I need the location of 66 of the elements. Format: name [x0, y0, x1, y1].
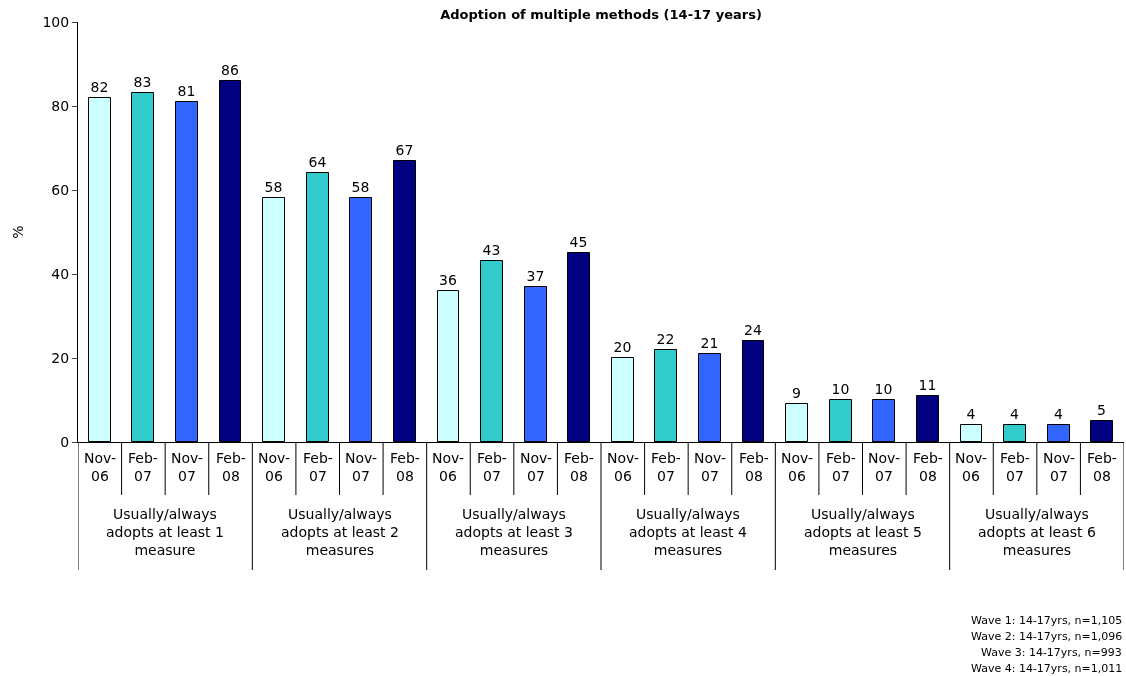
data-label: 67 [395, 141, 414, 158]
y-tick-label: 60 [51, 181, 70, 198]
x-tick-label: Feb-07 [303, 450, 333, 485]
x-tick-label: Feb-08 [739, 450, 769, 485]
x-tick-label: Nov-07 [694, 450, 726, 485]
x-tick-label: Nov-06 [84, 450, 116, 485]
data-label: 5 [1097, 401, 1106, 418]
data-label: 10 [831, 380, 850, 397]
x-tick-label: Nov-07 [1043, 450, 1075, 485]
data-label: 21 [700, 334, 719, 351]
data-label: 24 [744, 321, 762, 338]
x-tick-label: Feb-08 [564, 450, 594, 485]
data-label: 9 [792, 384, 801, 401]
data-label: 20 [613, 338, 632, 355]
data-label: 37 [526, 267, 545, 284]
data-label: 45 [569, 233, 588, 250]
chart-title: Adoption of multiple methods (14-17 years) [440, 6, 762, 22]
text: Wave 4: 14-17yrs, n=1,011 [971, 662, 1123, 675]
x-tick-label: Nov-07 [520, 450, 552, 485]
text: Wave 3: 14-17yrs, n=993 [981, 646, 1122, 659]
data-label: 4 [966, 405, 976, 422]
data-label: 10 [874, 380, 893, 397]
data-label: 82 [90, 78, 109, 95]
data-label: 58 [351, 178, 370, 195]
text: Usually/always adopts at least 6 measures [978, 506, 1096, 559]
data-label: 43 [482, 241, 501, 258]
text: Usually/always adopts at least 3 measures [455, 506, 573, 559]
data-label: 36 [439, 271, 457, 288]
text: Wave 2: 14-17yrs, n=1,096 [971, 630, 1123, 643]
x-tick-label: Feb-08 [390, 450, 420, 485]
data-label: 81 [177, 82, 196, 99]
x-tick-label: Nov-06 [781, 450, 813, 485]
data-label: 83 [133, 73, 152, 90]
x-tick-label: Nov-06 [607, 450, 639, 485]
x-tick-label: Feb-07 [128, 450, 158, 485]
text: Usually/always adopts at least 2 measures [281, 506, 399, 559]
x-tick-label: Feb-07 [651, 450, 681, 485]
x-tick-label: Feb-07 [1000, 450, 1030, 485]
x-tick-label: Nov-06 [432, 450, 464, 485]
data-label: 64 [308, 153, 327, 170]
x-tick-label: Feb-08 [216, 450, 246, 485]
y-tick-label: 80 [51, 97, 70, 114]
data-label: 86 [221, 61, 239, 78]
y-tick-label: 20 [51, 349, 70, 366]
data-label: 11 [918, 376, 937, 393]
y-tick-label: 100 [42, 13, 70, 30]
x-tick-label: Nov-06 [258, 450, 290, 485]
text: Wave 1: 14-17yrs, n=1,105 [971, 614, 1123, 627]
x-tick-label: Nov-07 [171, 450, 203, 485]
x-tick-label: Nov-07 [345, 450, 377, 485]
x-tick-label: Feb-08 [913, 450, 943, 485]
x-tick-label: Feb-07 [477, 450, 507, 485]
y-axis-title: % [10, 225, 27, 239]
text: Usually/always adopts at least 4 measures [629, 506, 747, 559]
x-tick-label: Feb-07 [826, 450, 856, 485]
text: Usually/always adopts at least 5 measures [804, 506, 922, 559]
data-label: 4 [1054, 405, 1063, 422]
text: Usually/always adopts at least 1 measure [106, 506, 224, 559]
y-tick-label: 40 [51, 265, 70, 282]
x-tick-label: Nov-07 [868, 450, 900, 485]
x-tick-label: Feb-08 [1087, 450, 1117, 485]
data-label: 4 [1010, 405, 1019, 422]
data-label: 58 [264, 178, 283, 195]
data-label: 22 [656, 330, 675, 347]
x-tick-label: Nov-06 [955, 450, 987, 485]
y-tick-label: 0 [60, 433, 70, 450]
